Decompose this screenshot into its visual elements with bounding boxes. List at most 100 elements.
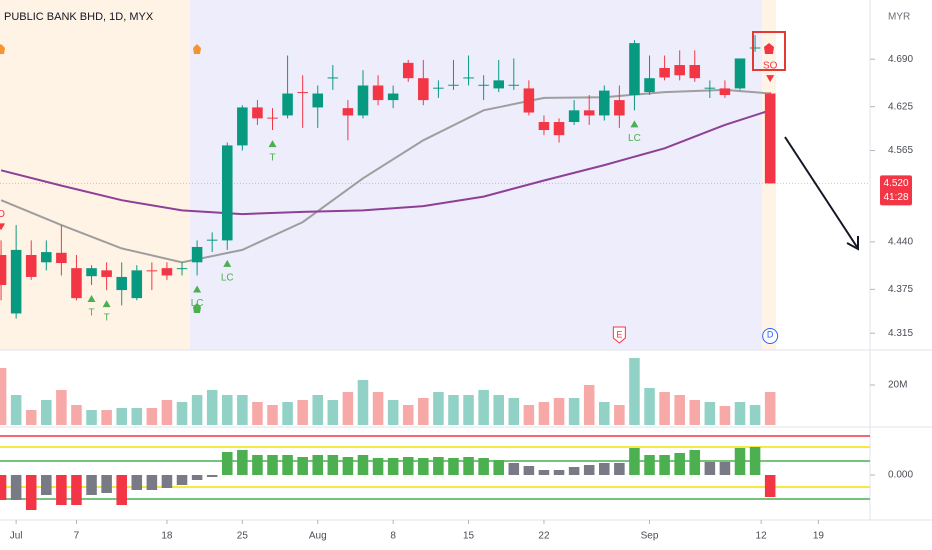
volume-bar — [327, 400, 339, 425]
y-tick-label: 4.565 — [888, 145, 913, 156]
x-tick-label: Jul — [10, 531, 23, 542]
signal-icon — [193, 303, 201, 313]
candle-body — [297, 92, 308, 94]
volume-bar — [10, 395, 22, 425]
oscillator-bar — [433, 457, 444, 475]
signal-label: LC — [191, 298, 204, 309]
volume-bar — [191, 395, 203, 425]
signal-icon — [0, 44, 5, 54]
y-tick-label: 20M — [888, 380, 907, 391]
signal-marker — [102, 300, 111, 308]
signal-marker — [223, 259, 232, 267]
candle-body — [704, 87, 716, 89]
candle-body — [342, 108, 354, 116]
signal-label: LC — [628, 133, 641, 144]
candle-body — [749, 47, 761, 49]
candle-body — [221, 145, 233, 241]
moving-average — [0, 109, 771, 216]
moving-average — [0, 88, 771, 264]
x-tick-label: Sep — [641, 531, 659, 542]
candle-body — [433, 87, 444, 89]
arrow — [784, 136, 858, 248]
x-tick-label: 15 — [463, 531, 475, 542]
candle-body — [56, 252, 67, 264]
currency: MYR — [888, 12, 910, 23]
oscillator-bar — [327, 455, 339, 475]
oscillator-bar — [237, 450, 248, 475]
signal-label: T — [88, 308, 94, 319]
oscillator-bar — [357, 455, 369, 475]
candle-body — [719, 88, 731, 95]
volume-bar — [372, 392, 384, 425]
volume-bar — [644, 388, 655, 425]
oscillator-bar — [749, 447, 761, 475]
candle-body — [237, 107, 248, 146]
candle-body — [86, 268, 97, 277]
oscillator-bar — [0, 475, 7, 500]
candle-body — [523, 88, 535, 113]
candle-body — [764, 93, 776, 184]
volume-bar — [282, 402, 293, 425]
oscillator-bar — [10, 475, 22, 500]
oscillator-bar — [493, 460, 504, 475]
candle-body — [538, 122, 550, 131]
candle-body — [418, 78, 429, 101]
candle-body — [689, 65, 701, 79]
oscillator-bar — [282, 455, 293, 475]
oscillator-bar — [297, 457, 308, 475]
oscillator-bar — [523, 466, 535, 475]
oscillator-bar — [116, 475, 127, 505]
volume-bar — [56, 390, 67, 425]
signal-icon — [764, 43, 774, 54]
volume-bar — [131, 408, 143, 425]
oscillator-bar — [267, 455, 278, 475]
y-tick-label: 4.690 — [888, 54, 913, 65]
signal-label: O — [0, 209, 5, 220]
candle-body — [734, 58, 746, 89]
candle-body — [387, 93, 399, 101]
oscillator-bar — [568, 467, 580, 475]
volume-bar — [161, 400, 173, 425]
volume-bar — [689, 400, 701, 425]
oscillator-bar — [614, 463, 625, 475]
plot-area — [0, 35, 870, 510]
candle-body — [402, 62, 414, 79]
oscillator-bar — [372, 458, 384, 475]
event-label: E — [616, 329, 622, 339]
volume-bar — [674, 395, 685, 425]
arrow-head — [846, 236, 859, 251]
signal-marker — [630, 120, 639, 128]
oscillator-bar — [312, 455, 324, 475]
candle-body — [568, 110, 580, 123]
volume-bar — [116, 408, 127, 425]
event-badge — [762, 328, 779, 344]
oscillator-bar — [252, 455, 263, 475]
candle-body — [71, 268, 82, 299]
oscillator-bar — [86, 475, 97, 495]
chart-title: PUBLIC BANK BHD, 1D, MYX — [4, 11, 154, 23]
candle-body — [644, 78, 655, 93]
candle-body — [41, 252, 52, 263]
signal-marker — [87, 294, 96, 302]
volume-bar — [41, 400, 52, 425]
oscillator-bar — [599, 463, 610, 475]
volume-bar — [659, 392, 670, 425]
oscillator-bar — [674, 453, 685, 475]
event-label: D — [767, 329, 774, 339]
last-price-box — [880, 175, 912, 206]
volume-bar — [734, 402, 746, 425]
volume-bar — [599, 402, 610, 425]
volume-bar — [568, 398, 580, 425]
oscillator-bar — [629, 448, 640, 475]
signal-marker — [268, 140, 277, 148]
oscillator-bar — [508, 463, 520, 475]
volume-bar — [523, 405, 535, 425]
volume-bar — [297, 400, 308, 425]
oscillator-bar — [764, 475, 776, 497]
candle-body — [252, 107, 263, 119]
y-tick-label: 0.000 — [888, 470, 913, 481]
volume-bar — [749, 405, 761, 425]
candle-body — [372, 85, 384, 101]
volume-bar — [719, 406, 731, 425]
signal-label: SO — [763, 61, 778, 72]
